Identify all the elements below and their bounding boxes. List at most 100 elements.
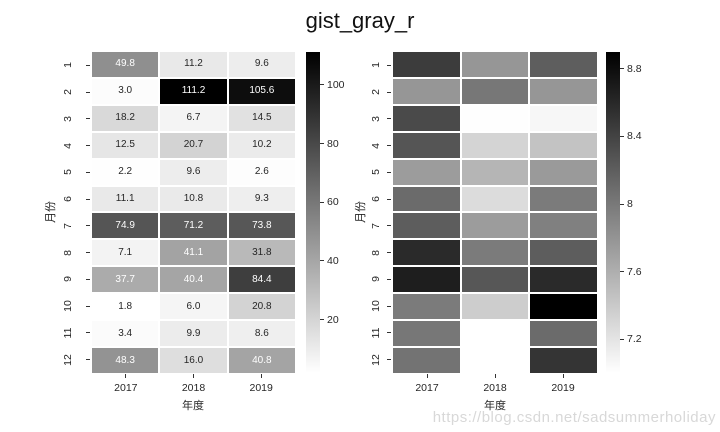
y-tick-label: 8 — [62, 249, 74, 256]
heatmap-cell: 41.1 — [160, 240, 227, 266]
heatmap-cell: 9.3 — [228, 186, 295, 212]
heatmap-cell — [393, 213, 460, 239]
heatmap-cell: 3.4 — [92, 321, 159, 347]
y-tick-label: 6 — [370, 196, 382, 203]
heatmap-cell: 73.8 — [228, 213, 295, 239]
y-tick-label: 6 — [62, 196, 74, 203]
heatmap-cell — [461, 78, 529, 104]
heatmap-cell: 6.0 — [160, 294, 227, 320]
y-tick-mark — [86, 198, 90, 200]
right-colorbar-gradient — [606, 52, 620, 373]
colorbar-tick-mark — [620, 203, 624, 205]
colorbar-tick-mark — [620, 135, 624, 137]
x-tick-mark — [562, 374, 564, 378]
heatmap-cell: 14.5 — [228, 105, 295, 131]
y-tick-label: 4 — [62, 142, 74, 149]
y-tick-label: 1 — [62, 62, 74, 69]
heatmap-cell — [393, 132, 460, 158]
heatmap-cell — [530, 321, 597, 347]
heatmap-cell: 74.9 — [92, 213, 159, 239]
heatmap-cell: 1.8 — [92, 294, 159, 320]
heatmap-cell: 37.7 — [92, 267, 159, 293]
heatmap-cell — [530, 52, 597, 77]
y-tick-mark — [86, 305, 90, 307]
x-tick-label: 2019 — [249, 382, 273, 394]
y-tick-label: 10 — [62, 300, 74, 312]
heatmap-cell — [393, 348, 460, 373]
colorbar-tick-label: 7.6 — [627, 265, 642, 278]
y-tick-label: 9 — [62, 276, 74, 283]
y-tick-label: 9 — [370, 276, 382, 283]
y-tick-label: 11 — [62, 327, 74, 339]
colorbar-tick-label: 20 — [327, 313, 339, 326]
colorbar-tick-mark — [320, 143, 324, 145]
heatmap-cell: 6.7 — [160, 105, 227, 131]
heatmap-cell — [530, 294, 597, 320]
heatmap-cell — [461, 348, 529, 373]
x-tick-mark — [193, 374, 194, 378]
colorbar-tick-mark — [620, 338, 624, 340]
x-tick-mark — [125, 374, 127, 378]
y-tick-mark — [387, 332, 391, 334]
heatmap-cell: 31.8 — [228, 240, 295, 266]
colorbar-tick-mark — [620, 68, 624, 70]
heatmap-cell — [393, 294, 460, 320]
heatmap-cell — [530, 240, 597, 266]
heatmap-cell: 11.2 — [160, 52, 227, 77]
y-tick-label: 7 — [62, 222, 74, 229]
heatmap-cell: 10.8 — [160, 186, 227, 212]
y-tick-label: 1 — [370, 62, 382, 69]
y-tick-label: 2 — [62, 89, 74, 96]
colorbar-tick-label: 100 — [327, 78, 345, 91]
left-heatmap-grid: 49.8 11.2 9.6 3.0 111.2 105.6 18.2 6.7 14.5 12.5 2… — [92, 52, 295, 373]
heatmap-cell — [461, 132, 529, 158]
heatmap-cell — [393, 52, 460, 77]
y-tick-label: 3 — [62, 115, 74, 122]
left-x-axis-label: 年度 — [182, 400, 204, 412]
y-tick-label: 5 — [62, 169, 74, 176]
heatmap-cell — [530, 186, 597, 212]
heatmap-cell: 48.3 — [92, 348, 159, 373]
y-tick-mark — [86, 145, 90, 147]
y-tick-mark — [387, 64, 391, 66]
heatmap-cell: 8.6 — [228, 321, 295, 347]
heatmap-cell: 3.0 — [92, 78, 159, 104]
y-tick-label: 12 — [62, 353, 74, 366]
y-tick-mark — [86, 118, 90, 120]
heatmap-cell: 18.2 — [92, 105, 159, 131]
x-tick-mark — [494, 374, 496, 378]
x-tick-label: 2017 — [415, 382, 439, 394]
chart-title: gist_gray_r — [305, 8, 415, 33]
heatmap-cell: 2.2 — [92, 159, 159, 185]
colorbar-tick-label: 80 — [327, 137, 339, 150]
x-tick-label: 2017 — [114, 382, 138, 394]
heatmap-cell — [461, 52, 529, 77]
y-tick-label: 8 — [370, 249, 382, 256]
heatmap-cell: 10.2 — [228, 132, 295, 158]
colorbar-tick-label: 60 — [327, 196, 339, 209]
y-tick-label: 7 — [370, 222, 382, 229]
heatmap-cell: 40.8 — [228, 348, 295, 373]
heatmap-cell — [461, 294, 529, 320]
y-tick-mark — [387, 305, 391, 307]
heatmap-cell: 11.1 — [92, 186, 159, 212]
x-tick-label: 2018 — [483, 382, 507, 394]
heatmap-cell: 20.8 — [228, 294, 295, 320]
x-tick-mark — [426, 374, 428, 378]
heatmap-cell: 9.6 — [228, 52, 295, 77]
heatmap-cell — [461, 159, 529, 185]
y-tick-mark — [86, 359, 90, 361]
y-tick-mark — [387, 225, 391, 227]
heatmap-cell — [530, 267, 597, 293]
watermark-text: https://blog.csdn.net/sadsummerholiday — [432, 409, 716, 426]
y-tick-mark — [387, 198, 391, 200]
y-tick-mark — [387, 359, 391, 361]
heatmap-cell — [530, 159, 597, 185]
colorbar-tick-label: 8 — [627, 198, 633, 211]
heatmap-cell — [461, 240, 529, 266]
x-tick-label: 2019 — [551, 382, 575, 394]
colorbar-tick-mark — [320, 84, 324, 86]
heatmap-cell — [393, 78, 460, 104]
heatmap-cell: 111.2 — [160, 78, 227, 104]
